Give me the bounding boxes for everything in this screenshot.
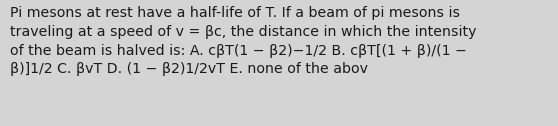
Text: Pi mesons at rest have a half-life of T. If a beam of pi mesons is
traveling at : Pi mesons at rest have a half-life of T.… [10, 6, 477, 76]
